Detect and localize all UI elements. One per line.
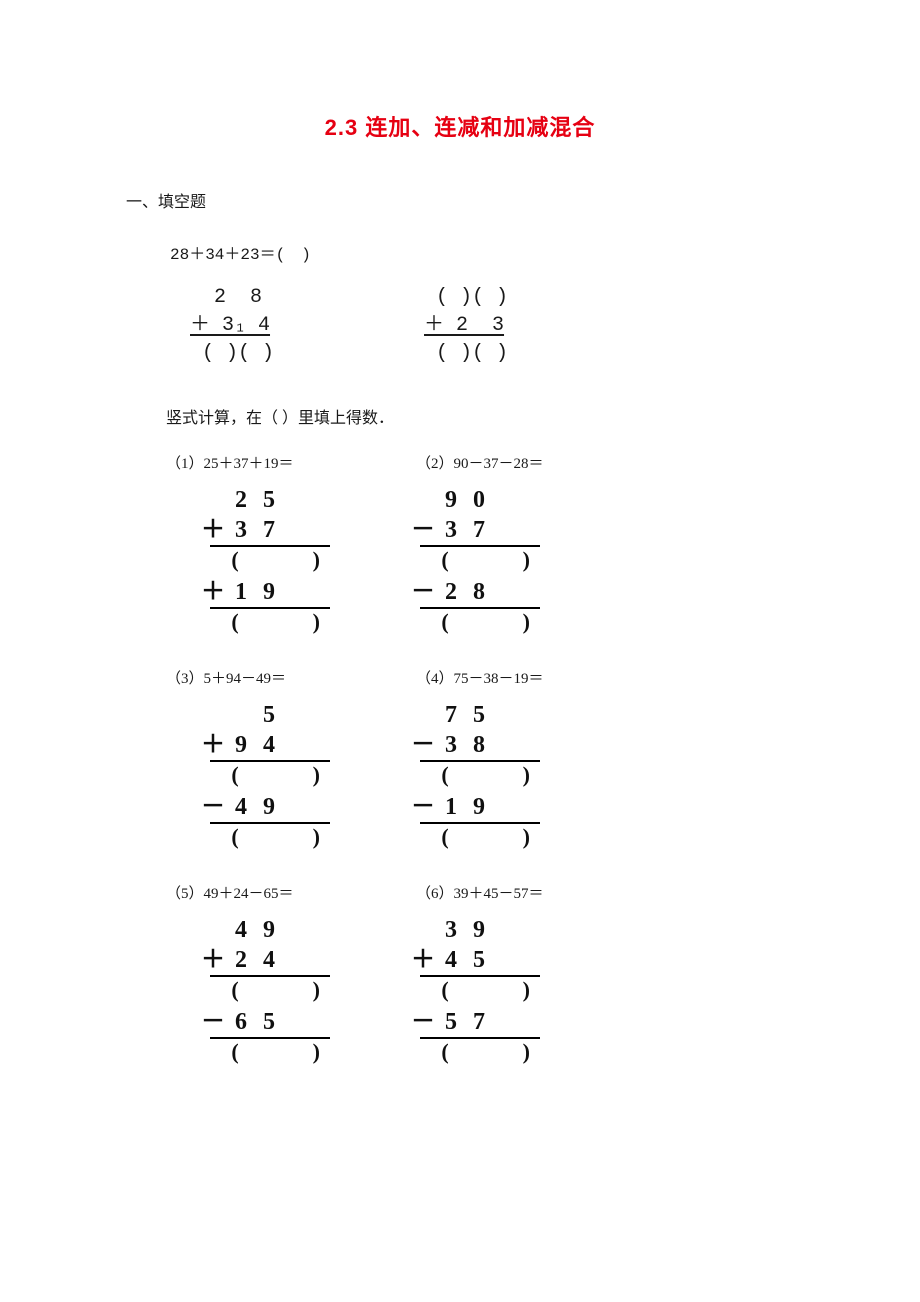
calc-op-row: ＋ 3₁ 4 bbox=[190, 312, 274, 340]
calc-result-row: ( )( ) bbox=[190, 340, 274, 368]
problem-pair: 25 ＋37 ( ) ＋19 ( ) 90 －37 ( ) －28 ( ) bbox=[200, 485, 790, 639]
problem-label: （2）90－37－28＝ bbox=[416, 452, 606, 473]
problem-label: （3）5＋94－49＝ bbox=[166, 667, 356, 688]
top-calc-left: 2 8 ＋ 3₁ 4 ( )( ) bbox=[190, 284, 274, 368]
calc-row: ( )( ) bbox=[424, 284, 508, 312]
blank-paren: ( ) bbox=[200, 762, 328, 792]
blank-paren: ( ) bbox=[200, 547, 328, 577]
problem-label-row: （3）5＋94－49＝ （4）75－38－19＝ bbox=[166, 667, 790, 688]
blank-paren: ( ) bbox=[200, 1039, 328, 1069]
worksheet-page: 2.3 连加、连减和加减混合 一、填空题 28＋34＋23＝( ) 2 8 ＋ … bbox=[0, 0, 920, 1302]
problem-pair: 5 ＋94 ( ) －49 ( ) 75 －38 ( ) －19 ( ) bbox=[200, 700, 790, 854]
blank-paren: ( ) bbox=[410, 1039, 538, 1069]
problem-label: （1）25＋37＋19＝ bbox=[166, 452, 356, 473]
blank-paren: ( ) bbox=[200, 977, 328, 1007]
vertical-calc: 75 －38 ( ) －19 ( ) bbox=[410, 700, 540, 854]
problem-label: （6）39＋45－57＝ bbox=[416, 882, 606, 903]
page-title: 2.3 连加、连减和加减混合 bbox=[130, 110, 790, 142]
blank-paren: ( ) bbox=[410, 547, 538, 577]
problem-label-row: （1）25＋37＋19＝ （2）90－37－28＝ bbox=[166, 452, 790, 473]
top-calc-right: ( )( ) ＋ 2 3 ( )( ) bbox=[424, 284, 508, 368]
blank-paren: ( ) bbox=[200, 609, 328, 639]
vertical-calc: 5 ＋94 ( ) －49 ( ) bbox=[200, 700, 330, 854]
problem-label: （5）49＋24－65＝ bbox=[166, 882, 356, 903]
sub-heading: 竖式计算，在（ ）里填上得数． bbox=[166, 404, 790, 428]
top-vertical-calc-pair: 2 8 ＋ 3₁ 4 ( )( ) ( )( ) ＋ 2 3 ( )( ) bbox=[190, 284, 790, 368]
vertical-calc: 90 －37 ( ) －28 ( ) bbox=[410, 485, 540, 639]
blank-paren: ( ) bbox=[200, 824, 328, 854]
blank-paren: ( ) bbox=[410, 977, 538, 1007]
calc-row: 2 8 bbox=[190, 284, 274, 312]
vertical-calc: 49 ＋24 ( ) －65 ( ) bbox=[200, 915, 330, 1069]
blank-paren: ( ) bbox=[410, 762, 538, 792]
section-heading: 一、填空题 bbox=[126, 188, 790, 212]
vertical-calc: 39 ＋45 ( ) －57 ( ) bbox=[410, 915, 540, 1069]
blank-paren: ( ) bbox=[410, 609, 538, 639]
calc-result-row: ( )( ) bbox=[424, 340, 508, 368]
top-equation: 28＋34＋23＝( ) bbox=[170, 240, 790, 264]
vertical-calc: 25 ＋37 ( ) ＋19 ( ) bbox=[200, 485, 330, 639]
problem-label-row: （5）49＋24－65＝ （6）39＋45－57＝ bbox=[166, 882, 790, 903]
problem-label: （4）75－38－19＝ bbox=[416, 667, 606, 688]
problem-pair: 49 ＋24 ( ) －65 ( ) 39 ＋45 ( ) －57 ( ) bbox=[200, 915, 790, 1069]
blank-paren: ( ) bbox=[410, 824, 538, 854]
calc-op-row: ＋ 2 3 bbox=[424, 312, 508, 340]
